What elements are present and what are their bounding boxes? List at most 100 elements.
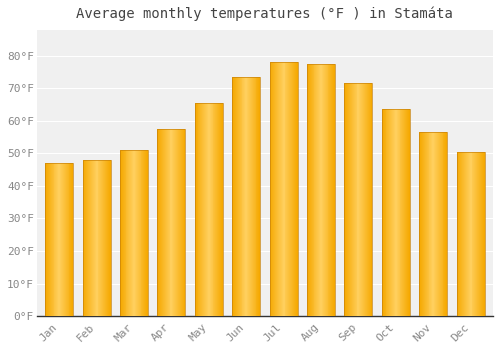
Bar [207, 103, 208, 316]
Bar [310, 64, 312, 316]
Bar [362, 83, 363, 316]
Bar [121, 150, 122, 316]
Bar [237, 77, 238, 316]
Bar [59, 163, 60, 316]
Bar [426, 132, 428, 316]
Bar [172, 129, 173, 316]
Title: Average monthly temperatures (°F ) in Stamáta: Average monthly temperatures (°F ) in St… [76, 7, 454, 21]
Bar [107, 160, 108, 316]
Bar [344, 83, 346, 316]
Bar [46, 163, 47, 316]
Bar [209, 103, 210, 316]
Bar [147, 150, 148, 316]
Bar [144, 150, 145, 316]
Bar [233, 77, 234, 316]
Bar [433, 132, 434, 316]
Bar [295, 62, 296, 316]
Bar [323, 64, 324, 316]
Bar [272, 62, 274, 316]
Bar [202, 103, 203, 316]
Bar [216, 103, 217, 316]
Bar [218, 103, 219, 316]
Bar [406, 109, 407, 316]
Bar [256, 77, 258, 316]
Bar [386, 109, 388, 316]
Bar [328, 64, 330, 316]
Bar [419, 132, 447, 316]
Bar [435, 132, 436, 316]
Bar [282, 62, 284, 316]
Bar [247, 77, 248, 316]
Bar [168, 129, 170, 316]
Bar [476, 152, 477, 316]
Bar [423, 132, 424, 316]
Bar [126, 150, 128, 316]
Bar [175, 129, 176, 316]
Bar [314, 64, 316, 316]
Bar [446, 132, 447, 316]
Bar [349, 83, 350, 316]
Bar [220, 103, 221, 316]
Bar [86, 160, 87, 316]
Bar [162, 129, 163, 316]
Bar [468, 152, 469, 316]
Bar [438, 132, 439, 316]
Bar [290, 62, 291, 316]
Bar [316, 64, 318, 316]
Bar [170, 129, 172, 316]
Bar [252, 77, 254, 316]
Bar [140, 150, 141, 316]
Bar [400, 109, 402, 316]
Bar [420, 132, 421, 316]
Bar [360, 83, 361, 316]
Bar [98, 160, 100, 316]
Bar [421, 132, 422, 316]
Bar [307, 64, 308, 316]
Bar [45, 163, 46, 316]
Bar [163, 129, 164, 316]
Bar [103, 160, 104, 316]
Bar [58, 163, 59, 316]
Bar [456, 152, 458, 316]
Bar [365, 83, 366, 316]
Bar [195, 103, 196, 316]
Bar [351, 83, 352, 316]
Bar [236, 77, 237, 316]
Bar [161, 129, 162, 316]
Bar [165, 129, 166, 316]
Bar [458, 152, 460, 316]
Bar [232, 77, 260, 316]
Bar [131, 150, 132, 316]
Bar [204, 103, 205, 316]
Bar [128, 150, 130, 316]
Bar [356, 83, 358, 316]
Bar [210, 103, 212, 316]
Bar [96, 160, 98, 316]
Bar [159, 129, 160, 316]
Bar [136, 150, 137, 316]
Bar [434, 132, 435, 316]
Bar [196, 103, 198, 316]
Bar [160, 129, 161, 316]
Bar [308, 64, 309, 316]
Bar [428, 132, 430, 316]
Bar [363, 83, 364, 316]
Bar [164, 129, 165, 316]
Bar [292, 62, 293, 316]
Bar [465, 152, 466, 316]
Bar [424, 132, 425, 316]
Bar [436, 132, 437, 316]
Bar [460, 152, 462, 316]
Bar [242, 77, 244, 316]
Bar [444, 132, 446, 316]
Bar [244, 77, 246, 316]
Bar [289, 62, 290, 316]
Bar [214, 103, 216, 316]
Bar [466, 152, 467, 316]
Bar [56, 163, 58, 316]
Bar [158, 129, 186, 316]
Bar [462, 152, 463, 316]
Bar [198, 103, 200, 316]
Bar [137, 150, 138, 316]
Bar [367, 83, 368, 316]
